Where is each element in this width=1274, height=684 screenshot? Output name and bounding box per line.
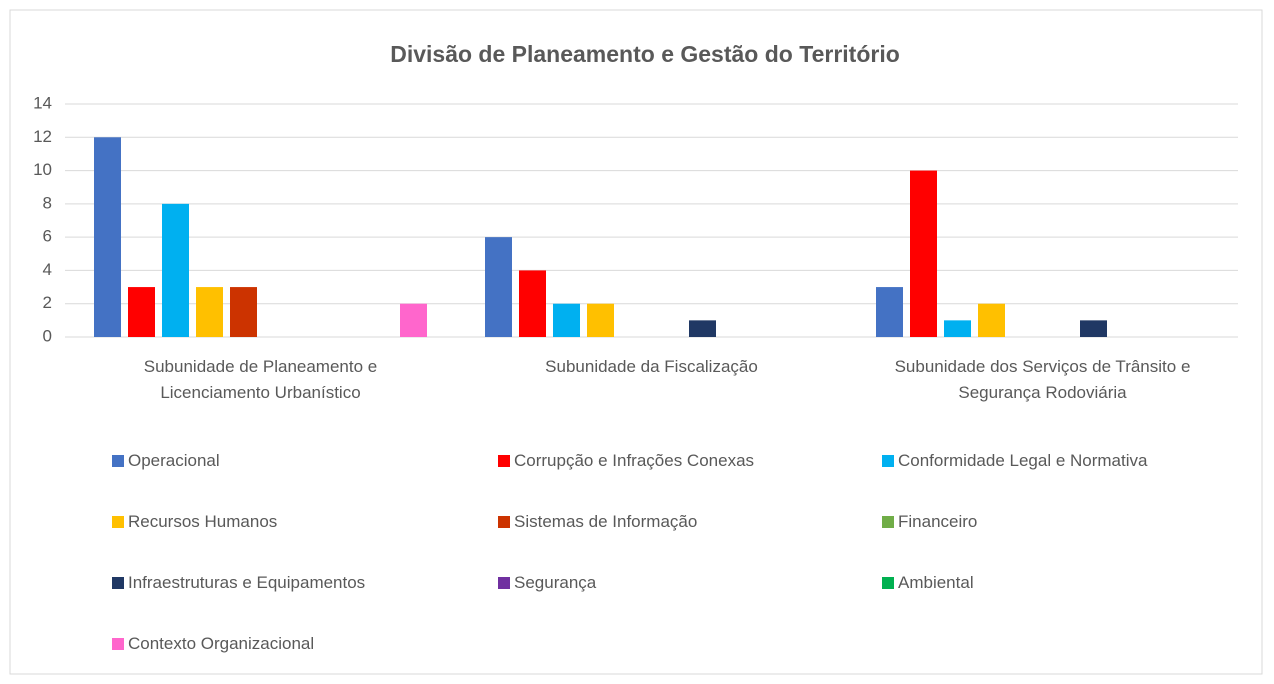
legend-item: Sistemas de Informação [498,509,697,535]
bar [553,303,580,337]
bar [1080,320,1107,337]
bar [196,287,223,337]
legend-item: Conformidade Legal e Normativa [882,448,1147,474]
legend-swatch [112,516,124,528]
bar [519,270,546,337]
chart-title: Divisão de Planeamento e Gestão do Terri… [390,41,900,67]
legend-item: Financeiro [882,509,977,535]
chart-border [9,9,1263,675]
y-tick-label: 8 [43,193,52,212]
y-tick-label: 0 [43,326,52,345]
x-tick-label: Subunidade de Planeamento e Licenciament… [143,357,378,402]
bar [485,237,512,337]
legend-swatch [112,455,124,467]
bar [400,303,427,337]
legend-label: Financeiro [898,512,978,531]
legend-item: Recursos Humanos [112,509,277,535]
legend-swatch [498,516,510,528]
legend-label: Conformidade Legal e Normativa [898,451,1148,470]
legend-swatch [498,455,510,467]
legend-label: Operacional [128,451,220,470]
legend-item: Infraestruturas e Equipamentos [112,570,365,596]
legend-label: Segurança [514,573,597,592]
legend-swatch [882,577,894,589]
legend-label: Infraestruturas e Equipamentos [128,573,366,592]
legend-label: Contexto Organizacional [128,634,315,653]
x-tick-label: Subunidade dos Serviços de Trânsito e Se… [894,357,1191,402]
bar [230,287,257,337]
bar [910,170,937,337]
legend-item: Operacional [112,448,220,474]
bar [944,320,971,337]
bar [128,287,155,337]
bar [94,137,121,337]
legend-item: Contexto Organizacional [112,631,314,657]
bar [876,287,903,337]
y-tick-label: 2 [43,293,52,312]
y-tick-label: 4 [43,260,52,279]
legend-item: Segurança [498,570,596,596]
bar [978,303,1005,337]
legend-item: Corrupção e Infrações Conexas [498,448,754,474]
legend-swatch [882,455,894,467]
legend-swatch [112,638,124,650]
legend-label: Recursos Humanos [128,512,278,531]
bar [162,203,189,337]
legend-label: Corrupção e Infrações Conexas [514,451,755,470]
legend-label: Ambiental [898,573,974,592]
y-tick-label: 14 [33,93,52,112]
y-tick-label: 10 [33,160,52,179]
legend-swatch [498,577,510,589]
legend-label: Sistemas de Informação [514,512,698,531]
legend-swatch [882,516,894,528]
y-tick-label: 6 [43,227,52,246]
y-tick-label: 12 [33,127,52,146]
x-tick-label: Subunidade da Fiscalização [545,357,758,376]
bar [689,320,716,337]
legend-swatch [112,577,124,589]
bar [587,303,614,337]
legend-item: Ambiental [882,570,974,596]
